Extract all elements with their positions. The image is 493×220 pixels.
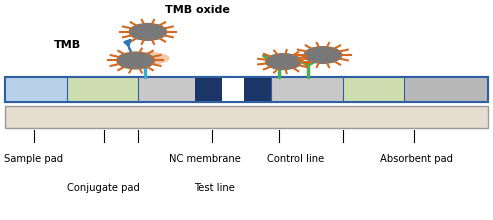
Circle shape [129, 24, 167, 40]
Text: Test line: Test line [194, 183, 235, 192]
Bar [404, 77, 488, 102]
Circle shape [304, 47, 342, 63]
Text: Control line: Control line [267, 154, 324, 164]
Text: Absorbent pad: Absorbent pad [380, 154, 453, 164]
Text: Sample pad: Sample pad [4, 154, 63, 164]
Text: TMB oxide: TMB oxide [165, 5, 230, 15]
Bar [5, 106, 488, 128]
Ellipse shape [127, 53, 169, 64]
Bar [5, 77, 488, 102]
Bar [244, 77, 271, 102]
Text: Conjugate pad: Conjugate pad [67, 183, 140, 192]
Bar [222, 77, 244, 102]
Bar [195, 77, 222, 102]
Bar [5, 77, 67, 102]
Circle shape [117, 52, 154, 69]
Bar [67, 77, 138, 102]
Circle shape [266, 54, 301, 70]
Bar [343, 77, 404, 102]
Text: NC membrane: NC membrane [169, 154, 241, 164]
Bar [138, 77, 281, 102]
Bar [271, 77, 343, 102]
Text: TMB: TMB [54, 40, 81, 50]
Bar [5, 77, 488, 102]
